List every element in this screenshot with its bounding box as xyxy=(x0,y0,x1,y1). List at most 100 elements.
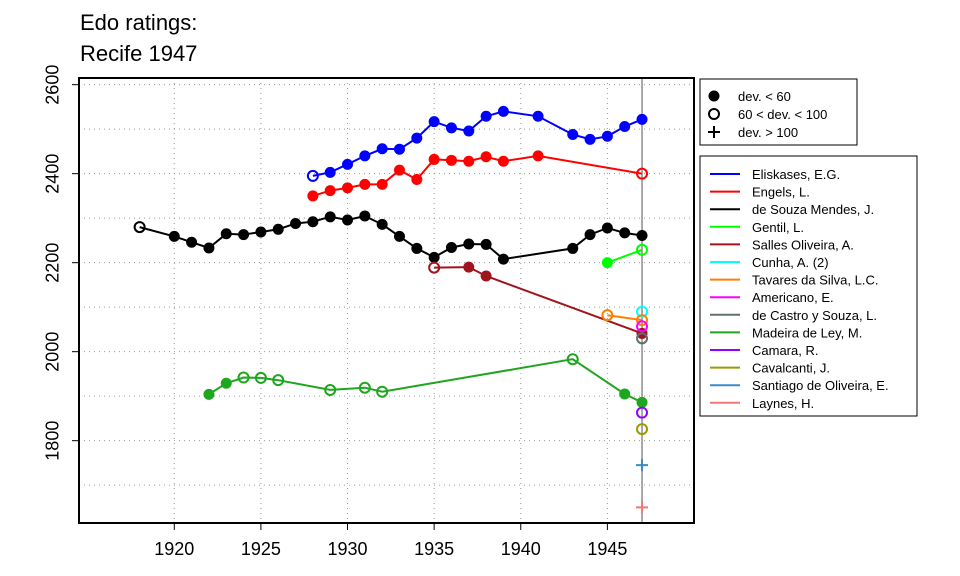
legend-label: de Souza Mendes, J. xyxy=(752,202,874,217)
data-point xyxy=(220,228,232,240)
data-point xyxy=(463,238,475,250)
data-point xyxy=(393,143,405,155)
data-point xyxy=(290,218,302,230)
legend-label: Gentil, L. xyxy=(752,220,804,235)
series-line xyxy=(208,358,643,404)
data-point xyxy=(358,381,371,394)
grid xyxy=(79,78,694,523)
y-tick-label: 2600 xyxy=(43,65,63,105)
data-point xyxy=(255,226,267,238)
data-point xyxy=(203,388,215,400)
marker-legend-label: dev. > 100 xyxy=(738,125,798,140)
data-point xyxy=(393,230,405,242)
series-cavalcanti-j xyxy=(636,423,649,436)
series-legend-box xyxy=(699,155,918,417)
y-tick-label: 2200 xyxy=(43,243,63,283)
data-point xyxy=(463,155,475,167)
series-tavares-da-silva-l-c xyxy=(601,309,649,327)
data-point xyxy=(497,105,509,117)
legend-label: de Castro y Souza, L. xyxy=(752,308,877,323)
data-point xyxy=(411,132,423,144)
data-point xyxy=(463,125,475,137)
data-point xyxy=(636,230,648,242)
chart-title-line-2: Recife 1947 xyxy=(80,41,197,66)
x-tick-label: 1920 xyxy=(154,539,194,559)
data-point xyxy=(428,153,440,165)
data-point xyxy=(463,261,475,273)
data-point xyxy=(584,133,596,145)
data-point xyxy=(428,251,440,263)
series-de-castro-y-souza-l xyxy=(636,332,649,345)
series-americano-e xyxy=(636,320,649,333)
data-point xyxy=(636,406,649,419)
data-point xyxy=(567,129,579,141)
data-point xyxy=(584,229,596,241)
data-point xyxy=(619,388,631,400)
data-point xyxy=(376,143,388,155)
data-point xyxy=(220,377,232,389)
data-point xyxy=(307,190,319,202)
legend-label: Santiago de Oliveira, E. xyxy=(752,378,889,393)
legend-label: Americano, E. xyxy=(752,290,834,305)
x-tick-label: 1925 xyxy=(241,539,281,559)
series-line xyxy=(139,214,643,261)
data-point xyxy=(428,261,441,274)
legend-label: Eliskases, E.G. xyxy=(752,167,840,182)
data-point xyxy=(272,374,285,387)
series-line xyxy=(312,154,643,197)
data-point xyxy=(532,150,544,162)
data-point xyxy=(636,396,648,408)
data-point xyxy=(636,459,649,472)
data-point xyxy=(636,501,649,514)
y-tick-label: 1800 xyxy=(43,421,63,461)
data-point xyxy=(393,164,405,176)
data-point xyxy=(237,371,250,384)
data-point xyxy=(359,178,371,190)
data-point xyxy=(445,122,457,134)
data-point xyxy=(203,242,215,254)
data-point xyxy=(636,314,649,327)
marker-legend-box xyxy=(699,78,858,146)
data-point xyxy=(411,242,423,254)
data-point xyxy=(342,158,354,170)
y-tick-label: 2400 xyxy=(43,154,63,194)
data-point xyxy=(636,113,648,125)
marker-legend-label: 60 < dev. < 100 xyxy=(738,107,827,122)
legend-label: Tavares da Silva, L.C. xyxy=(752,273,878,288)
data-point xyxy=(708,126,720,138)
data-point xyxy=(708,108,720,120)
data-point xyxy=(601,130,613,142)
data-point xyxy=(376,178,388,190)
data-point xyxy=(636,167,649,180)
x-tick-label: 1930 xyxy=(327,539,367,559)
data-point xyxy=(428,116,440,128)
legend-label: Engels, L. xyxy=(752,185,810,200)
data-point xyxy=(445,242,457,254)
series-camara-r xyxy=(636,406,649,419)
data-point xyxy=(480,270,492,282)
marker-legend: dev. < 60 60 < dev. < 100 dev. > 100 xyxy=(699,78,858,146)
data-point xyxy=(376,218,388,230)
series-cunha-a-2 xyxy=(636,305,649,318)
data-point xyxy=(324,211,336,223)
data-point xyxy=(619,121,631,133)
y-tick-label: 2000 xyxy=(43,332,63,372)
series-line xyxy=(607,248,643,264)
legend-label: Madeira de Ley, M. xyxy=(752,325,862,340)
data-point xyxy=(376,385,389,398)
data-point xyxy=(636,423,649,436)
data-point xyxy=(601,309,614,322)
data-point xyxy=(636,243,649,256)
data-point xyxy=(342,214,354,226)
data-point xyxy=(532,110,544,122)
series-line xyxy=(434,266,643,335)
series-group xyxy=(133,105,649,514)
data-point xyxy=(324,383,337,396)
data-point xyxy=(601,257,613,269)
x-tick-label: 1940 xyxy=(501,539,541,559)
data-point xyxy=(186,236,198,248)
series-laynes-h xyxy=(636,501,649,514)
data-point xyxy=(359,150,371,162)
series-santiago-de-oliveira-e xyxy=(636,459,649,472)
